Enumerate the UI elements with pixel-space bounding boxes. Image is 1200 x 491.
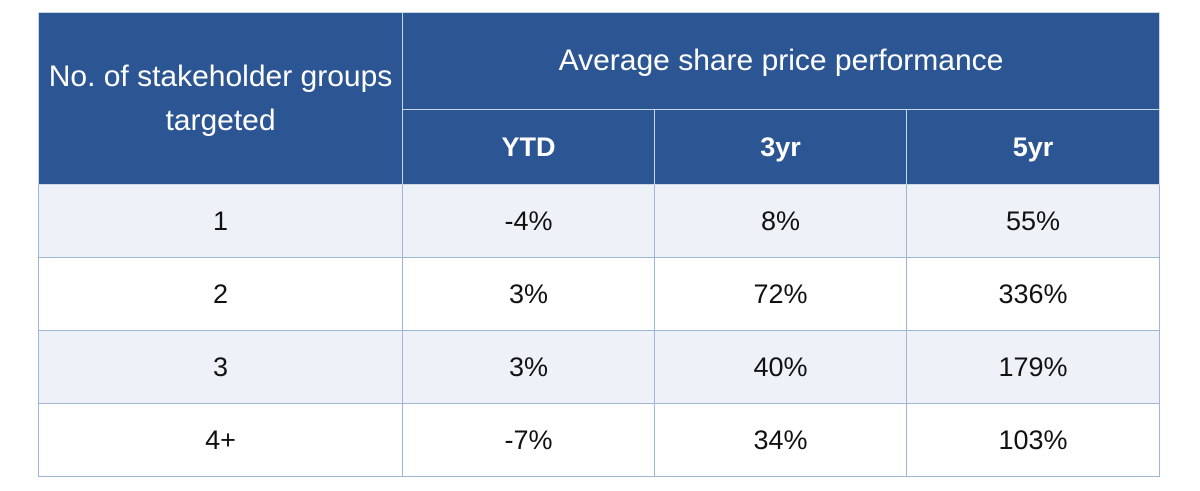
table-row: 4+ -7% 34% 103% — [38, 403, 1160, 477]
5yr-cell: 55% — [906, 184, 1160, 258]
performance-table-container: No. of stakeholder groups targeted Avera… — [38, 12, 1160, 477]
table-row: 3 3% 40% 179% — [38, 330, 1160, 404]
3yr-cell: 34% — [654, 403, 907, 477]
ytd-cell: 3% — [402, 257, 655, 331]
5yr-cell: 103% — [906, 403, 1160, 477]
3yr-cell: 40% — [654, 330, 907, 404]
3yr-cell: 8% — [654, 184, 907, 258]
row-label: 4+ — [38, 403, 403, 477]
ytd-cell: -4% — [402, 184, 655, 258]
share-price-performance-table: No. of stakeholder groups targeted Avera… — [38, 12, 1160, 477]
average-share-price-header: Average share price performance — [402, 12, 1160, 110]
ytd-cell: 3% — [402, 330, 655, 404]
column-header-3yr: 3yr — [654, 109, 907, 185]
table-row: 2 3% 72% 336% — [38, 257, 1160, 331]
stakeholder-groups-header: No. of stakeholder groups targeted — [38, 12, 403, 185]
ytd-cell: -7% — [402, 403, 655, 477]
3yr-cell: 72% — [654, 257, 907, 331]
column-header-ytd: YTD — [402, 109, 655, 185]
row-label: 3 — [38, 330, 403, 404]
row-label: 2 — [38, 257, 403, 331]
5yr-cell: 336% — [906, 257, 1160, 331]
table-row: 1 -4% 8% 55% — [38, 184, 1160, 258]
row-label: 1 — [38, 184, 403, 258]
column-header-5yr: 5yr — [906, 109, 1160, 185]
5yr-cell: 179% — [906, 330, 1160, 404]
